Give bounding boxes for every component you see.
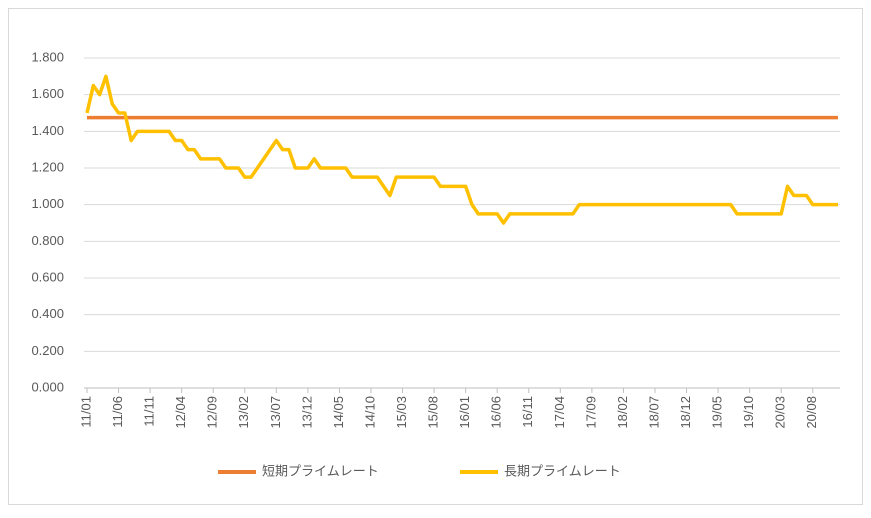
x-tick-label: 18/07 [646, 396, 661, 429]
y-tick-label: 1.600 [31, 86, 64, 101]
x-tick-label: 20/03 [773, 396, 788, 429]
y-tick-label: 0.800 [31, 233, 64, 248]
y-tick-label: 1.800 [31, 49, 64, 64]
x-tick-label: 19/05 [710, 396, 725, 429]
x-tick-label: 11/11 [142, 396, 157, 427]
y-tick-label: 1.400 [31, 123, 64, 138]
x-tick-label: 17/04 [552, 396, 567, 429]
x-tick-label: 12/09 [205, 396, 220, 429]
y-tick-label: 1.200 [31, 159, 64, 174]
x-tick-label: 20/08 [804, 396, 819, 429]
legend-label: 短期プライムレート [262, 463, 379, 478]
y-tick-label: 0.600 [31, 269, 64, 284]
x-tick-label: 16/06 [489, 396, 504, 429]
legend-label: 長期プライムレート [504, 463, 621, 478]
x-tick-label: 18/12 [678, 396, 693, 429]
x-tick-label: 18/02 [615, 396, 630, 429]
x-tick-label: 11/01 [78, 396, 93, 428]
y-tick-label: 1.000 [31, 196, 64, 211]
x-tick-label: 14/10 [362, 396, 377, 429]
series-line [85, 74, 838, 225]
x-tick-label: 16/11 [520, 396, 535, 428]
x-tick-label: 14/05 [331, 396, 346, 429]
x-tick-label: 12/04 [173, 396, 188, 429]
x-tick-label: 15/08 [426, 396, 441, 429]
x-tick-label: 11/06 [110, 396, 125, 428]
y-tick-label: 0.200 [31, 343, 64, 358]
y-tick-label: 0.400 [31, 306, 64, 321]
x-tick-label: 19/10 [741, 396, 756, 429]
x-tick-label: 16/01 [457, 396, 472, 429]
y-tick-label: 0.000 [31, 379, 64, 394]
x-tick-label: 17/09 [583, 396, 598, 429]
x-tick-label: 13/12 [299, 396, 314, 429]
x-tick-label: 15/03 [394, 396, 409, 429]
chart-border [8, 8, 863, 505]
x-tick-label: 13/02 [236, 396, 251, 429]
x-tick-label: 13/07 [268, 396, 283, 429]
